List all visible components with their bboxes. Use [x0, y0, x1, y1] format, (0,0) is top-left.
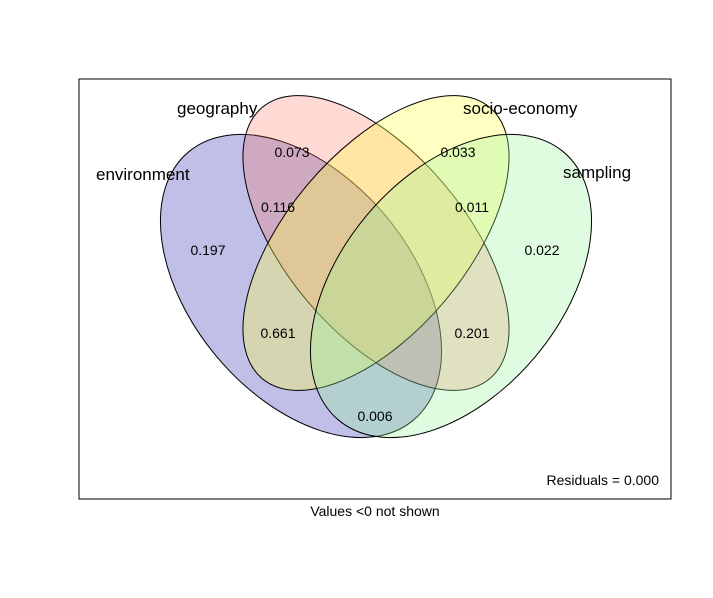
value-socio-economy-only: 0.033: [440, 144, 475, 160]
value-environment-sampling: 0.006: [357, 408, 392, 424]
set-ellipses: [159, 95, 593, 439]
set-label-geography: geography: [177, 99, 258, 118]
set-label-socio-economy: socio-economy: [463, 99, 578, 118]
plot-frame: [78, 78, 672, 500]
value-geography-only: 0.073: [274, 144, 309, 160]
sampling-ellipse: [309, 133, 593, 439]
set-label-sampling: sampling: [563, 163, 631, 182]
geography-ellipse: [242, 95, 510, 391]
value-environment-socio-economy: 0.661: [260, 325, 295, 341]
region-values: 0.197 0.073 0.033 0.022 0.116 0.011 0.66…: [190, 144, 559, 424]
value-environment-geography: 0.116: [261, 199, 295, 215]
value-environment-only: 0.197: [190, 242, 225, 258]
caption-note: Values <0 not shown: [310, 503, 439, 519]
set-label-environment: environment: [96, 165, 190, 184]
value-geography-sampling: 0.201: [454, 325, 489, 341]
residuals-note: Residuals = 0.000: [547, 472, 660, 488]
value-sampling-only: 0.022: [524, 242, 559, 258]
socio-economy-ellipse: [242, 95, 510, 391]
value-socio-economy-sampling: 0.011: [455, 199, 489, 215]
